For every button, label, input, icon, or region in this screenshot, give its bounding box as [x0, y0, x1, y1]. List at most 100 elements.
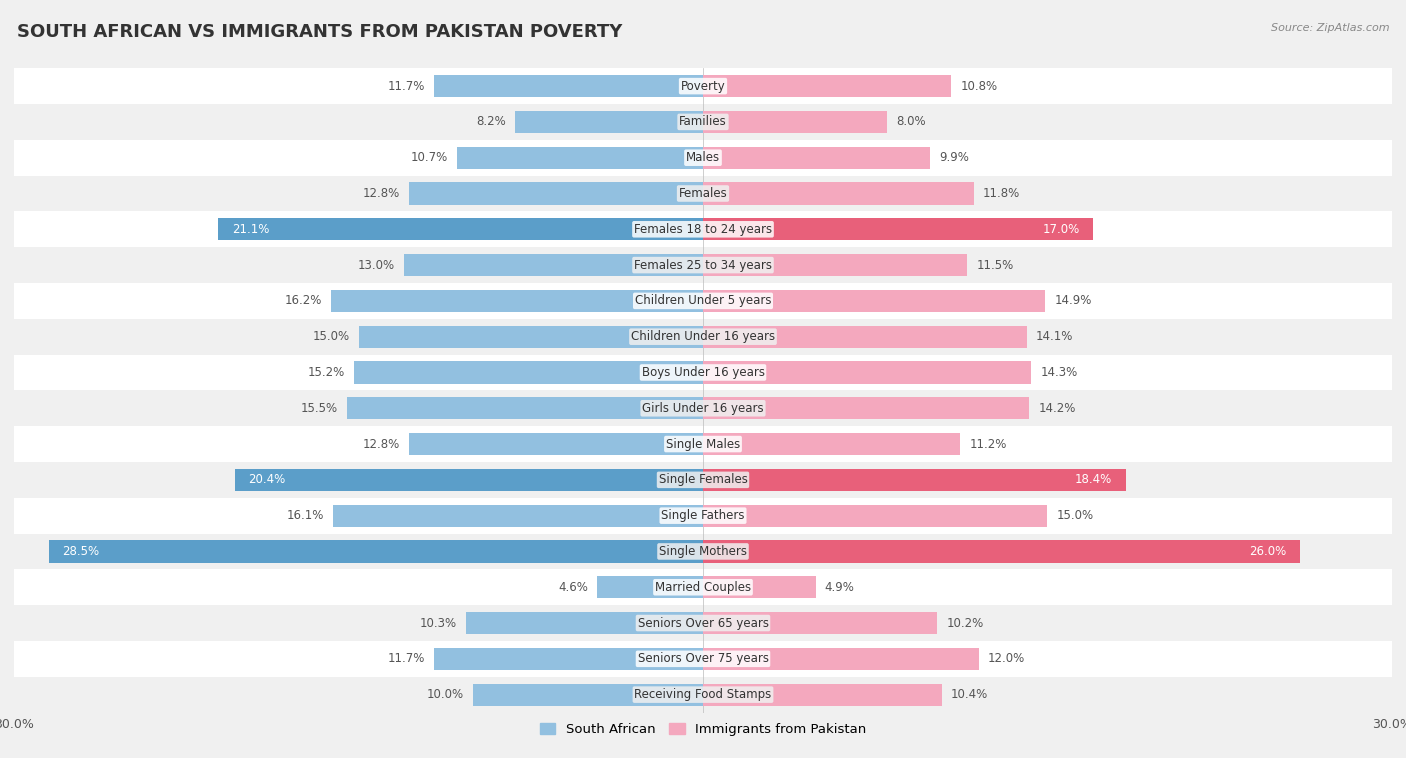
Text: 4.6%: 4.6% — [558, 581, 588, 594]
Bar — [598, 576, 703, 598]
Bar — [235, 468, 703, 491]
Text: 14.2%: 14.2% — [1038, 402, 1076, 415]
Text: 12.8%: 12.8% — [363, 437, 399, 450]
Text: 12.0%: 12.0% — [988, 653, 1025, 666]
Text: Families: Families — [679, 115, 727, 128]
Bar — [703, 612, 938, 634]
Bar — [405, 254, 703, 276]
Text: 15.0%: 15.0% — [312, 330, 349, 343]
Text: SOUTH AFRICAN VS IMMIGRANTS FROM PAKISTAN POVERTY: SOUTH AFRICAN VS IMMIGRANTS FROM PAKISTA… — [17, 23, 623, 41]
Text: 28.5%: 28.5% — [62, 545, 100, 558]
Text: 16.1%: 16.1% — [287, 509, 323, 522]
Bar — [218, 218, 703, 240]
Text: Seniors Over 65 years: Seniors Over 65 years — [637, 616, 769, 630]
Text: Receiving Food Stamps: Receiving Food Stamps — [634, 688, 772, 701]
Bar — [333, 505, 703, 527]
Bar — [703, 254, 967, 276]
Bar — [703, 397, 1029, 419]
Text: Single Fathers: Single Fathers — [661, 509, 745, 522]
Bar — [703, 111, 887, 133]
Text: 13.0%: 13.0% — [359, 258, 395, 271]
Bar — [14, 319, 1392, 355]
Bar — [14, 569, 1392, 605]
Bar — [703, 146, 931, 169]
Bar — [14, 605, 1392, 641]
Text: 10.4%: 10.4% — [950, 688, 988, 701]
Bar — [457, 146, 703, 169]
Text: 8.0%: 8.0% — [896, 115, 925, 128]
Bar — [14, 247, 1392, 283]
Bar — [14, 641, 1392, 677]
Bar — [14, 68, 1392, 104]
Text: Children Under 16 years: Children Under 16 years — [631, 330, 775, 343]
Text: 4.9%: 4.9% — [825, 581, 855, 594]
Text: 26.0%: 26.0% — [1249, 545, 1286, 558]
Bar — [703, 684, 942, 706]
Bar — [14, 211, 1392, 247]
Text: 10.0%: 10.0% — [427, 688, 464, 701]
Bar — [703, 290, 1045, 312]
Text: Single Mothers: Single Mothers — [659, 545, 747, 558]
Bar — [703, 505, 1047, 527]
Text: 14.9%: 14.9% — [1054, 294, 1091, 308]
Bar — [434, 648, 703, 670]
Text: 12.8%: 12.8% — [363, 187, 399, 200]
Text: 10.7%: 10.7% — [411, 151, 449, 164]
Text: 14.1%: 14.1% — [1036, 330, 1073, 343]
Text: Females: Females — [679, 187, 727, 200]
Bar — [703, 648, 979, 670]
Text: 10.2%: 10.2% — [946, 616, 984, 630]
Text: 15.0%: 15.0% — [1057, 509, 1094, 522]
Bar — [14, 283, 1392, 319]
Bar — [703, 576, 815, 598]
Text: Single Males: Single Males — [666, 437, 740, 450]
Bar — [14, 104, 1392, 139]
Bar — [409, 183, 703, 205]
Bar — [359, 326, 703, 348]
Text: 11.7%: 11.7% — [388, 653, 425, 666]
Bar — [330, 290, 703, 312]
Text: 11.2%: 11.2% — [969, 437, 1007, 450]
Bar — [14, 677, 1392, 713]
Text: Females 25 to 34 years: Females 25 to 34 years — [634, 258, 772, 271]
Text: 20.4%: 20.4% — [249, 473, 285, 487]
Text: Males: Males — [686, 151, 720, 164]
Bar — [703, 326, 1026, 348]
Text: Children Under 5 years: Children Under 5 years — [634, 294, 772, 308]
Text: 10.3%: 10.3% — [420, 616, 457, 630]
Bar — [703, 362, 1032, 384]
Bar — [347, 397, 703, 419]
Text: Females 18 to 24 years: Females 18 to 24 years — [634, 223, 772, 236]
Bar — [515, 111, 703, 133]
Text: Seniors Over 75 years: Seniors Over 75 years — [637, 653, 769, 666]
Bar — [14, 390, 1392, 426]
Bar — [467, 612, 703, 634]
Bar — [14, 498, 1392, 534]
Bar — [48, 540, 703, 562]
Text: Poverty: Poverty — [681, 80, 725, 92]
Text: Single Females: Single Females — [658, 473, 748, 487]
Text: 11.5%: 11.5% — [976, 258, 1014, 271]
Bar — [703, 468, 1126, 491]
Text: 11.8%: 11.8% — [983, 187, 1021, 200]
Text: Boys Under 16 years: Boys Under 16 years — [641, 366, 765, 379]
Bar — [14, 139, 1392, 176]
Bar — [14, 355, 1392, 390]
Bar — [14, 462, 1392, 498]
Bar — [703, 218, 1094, 240]
Text: 16.2%: 16.2% — [284, 294, 322, 308]
Bar — [14, 176, 1392, 211]
Bar — [14, 534, 1392, 569]
Text: 11.7%: 11.7% — [388, 80, 425, 92]
Text: Source: ZipAtlas.com: Source: ZipAtlas.com — [1271, 23, 1389, 33]
Text: 8.2%: 8.2% — [475, 115, 506, 128]
Text: 18.4%: 18.4% — [1074, 473, 1112, 487]
Bar — [354, 362, 703, 384]
Bar — [434, 75, 703, 97]
Text: 15.5%: 15.5% — [301, 402, 337, 415]
Bar — [703, 75, 950, 97]
Legend: South African, Immigrants from Pakistan: South African, Immigrants from Pakistan — [534, 718, 872, 741]
Text: 14.3%: 14.3% — [1040, 366, 1078, 379]
Text: 21.1%: 21.1% — [232, 223, 270, 236]
Bar — [703, 540, 1301, 562]
